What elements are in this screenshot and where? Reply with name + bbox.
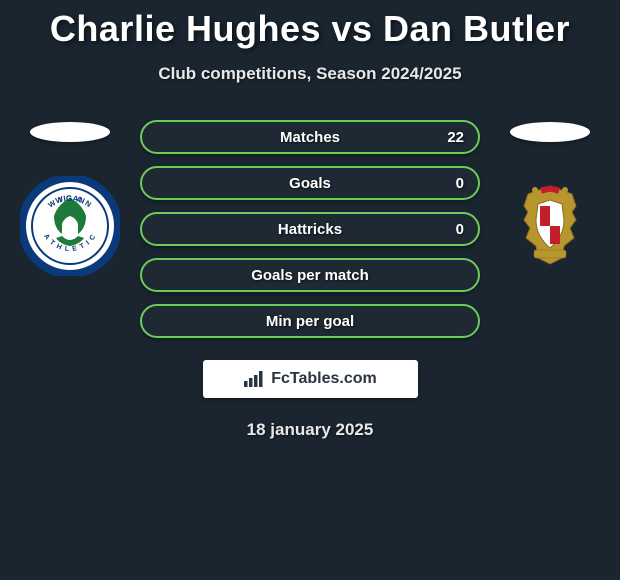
comparison-widget: Charlie Hughes vs Dan Butler Club compet… <box>0 0 620 440</box>
brand-text: FcTables.com <box>271 370 377 388</box>
left-player-column: WIGAN W I G A N A T H L E T I C <box>20 120 120 276</box>
stat-bar-matches: Matches 22 <box>140 120 480 154</box>
stat-bar-goals: Goals 0 <box>140 166 480 200</box>
stat-label: Hattricks <box>278 221 342 238</box>
right-player-column <box>500 120 600 276</box>
left-club-badge[interactable]: WIGAN W I G A N A T H L E T I C <box>20 176 120 276</box>
stat-label: Goals per match <box>251 267 369 284</box>
stat-bar-goals-per-match: Goals per match <box>140 258 480 292</box>
stat-bar-hattricks: Hattricks 0 <box>140 212 480 246</box>
page-subtitle: Club competitions, Season 2024/2025 <box>0 64 620 84</box>
brand-box[interactable]: FcTables.com <box>203 360 418 398</box>
stat-bar-min-per-goal: Min per goal <box>140 304 480 338</box>
page-title: Charlie Hughes vs Dan Butler <box>0 8 620 50</box>
stevenage-badge-icon <box>500 176 600 276</box>
date-label: 18 january 2025 <box>0 420 620 440</box>
stat-label: Goals <box>289 175 331 192</box>
stat-label: Matches <box>280 129 340 146</box>
right-club-badge[interactable] <box>500 176 600 276</box>
stats-column: Matches 22 Goals 0 Hattricks 0 Goals per… <box>140 120 480 338</box>
wigan-badge-icon: WIGAN W I G A N A T H L E T I C <box>20 176 120 276</box>
stat-label: Min per goal <box>266 313 354 330</box>
right-player-pill <box>510 122 590 142</box>
left-player-pill <box>30 122 110 142</box>
main-row: WIGAN W I G A N A T H L E T I C Matches <box>0 120 620 338</box>
stat-right-value: 0 <box>456 175 464 192</box>
stat-right-value: 22 <box>447 129 464 146</box>
stat-right-value: 0 <box>456 221 464 238</box>
chart-icon <box>243 370 265 388</box>
